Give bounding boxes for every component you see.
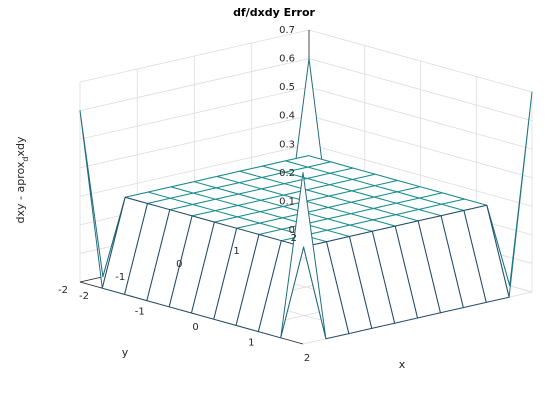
z-tick-label: 0 [289, 225, 295, 236]
y-tick-label: -2 [58, 285, 68, 296]
x-tick-label: 0 [192, 322, 198, 333]
z-axis-label-sub: d [21, 157, 30, 162]
z-tick-label: 0.6 [279, 54, 295, 65]
z-axis-label-main: dxy - aprox [14, 161, 27, 223]
surface-cell [280, 172, 327, 340]
z-tick-label: 0.5 [279, 82, 295, 93]
y-tick-label: -1 [115, 272, 125, 283]
y-axis-label: y [122, 346, 129, 359]
x-axis-label: x [399, 358, 406, 371]
chart-title: df/dxdy Error [233, 6, 315, 19]
y-tick-label: 2 [291, 233, 297, 244]
y-tick-label: 0 [176, 259, 182, 270]
z-tick-label: 0.1 [279, 196, 295, 207]
z-tick-label: 0.4 [279, 111, 295, 122]
y-tick-label: 1 [233, 246, 239, 257]
surface-plot [79, 58, 533, 340]
x-tick-label: -1 [135, 307, 145, 318]
z-tick-label: 0.7 [279, 25, 295, 36]
x-tick-label: -2 [79, 291, 89, 302]
z-axis-label-tail: xdy [14, 136, 27, 156]
z-tick-label: 0.2 [279, 168, 295, 179]
z-tick-label: 0.3 [279, 139, 295, 150]
x-tick-label: 1 [248, 338, 254, 349]
z-axis-label: dxy - aproxdxdy [14, 136, 30, 223]
x-tick-label: 2 [304, 353, 310, 364]
